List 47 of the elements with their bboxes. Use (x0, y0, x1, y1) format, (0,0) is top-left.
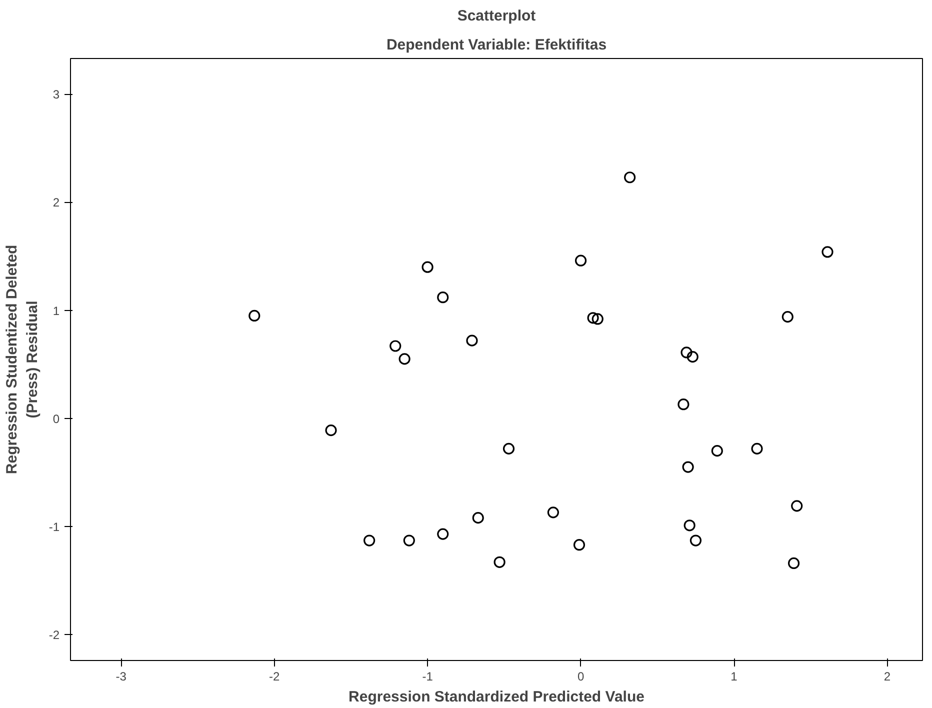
point (822, 246, 834, 258)
point (403, 534, 415, 546)
point (573, 539, 586, 551)
x-tick-label: -3 (116, 670, 127, 684)
point (390, 340, 402, 352)
x-tick-label: -1 (422, 670, 434, 684)
y-tick-label: -2 (48, 628, 60, 642)
point (682, 461, 694, 473)
point (592, 313, 604, 325)
point (711, 445, 723, 457)
chart-title: Scatterplot (457, 8, 536, 24)
point (547, 506, 559, 518)
point (437, 292, 449, 304)
point (690, 534, 702, 546)
chart-subtitle: Dependent Variable: Efektifitas (386, 36, 607, 54)
point (364, 534, 376, 546)
point (791, 500, 803, 512)
point (466, 334, 478, 346)
x-axis-title: Regression Standardized Predicted Value (348, 688, 644, 706)
y-tick-label: 0 (52, 412, 60, 426)
x-tick-label: 1 (730, 670, 738, 684)
y-tick-label: -1 (48, 520, 60, 534)
y-axis-title: Regression Studentized Deleted (Press) Residual (3, 244, 41, 474)
point (624, 172, 636, 184)
point (472, 512, 484, 524)
point (788, 557, 800, 570)
x-tick-label: 0 (577, 670, 584, 684)
point (502, 442, 515, 454)
x-tick-label: 2 (884, 670, 891, 684)
x-tick-label: -2 (268, 670, 280, 684)
point (587, 312, 599, 324)
point (686, 351, 698, 363)
point (494, 556, 506, 568)
point (751, 442, 763, 454)
point (782, 311, 794, 323)
y-tick-label: 1 (52, 304, 60, 318)
point (678, 398, 690, 410)
point (398, 353, 410, 365)
y-tick-label: 3 (52, 88, 60, 102)
point (574, 254, 587, 266)
point (437, 528, 449, 540)
point (325, 424, 337, 436)
point (680, 346, 692, 358)
point (684, 520, 696, 532)
point (422, 261, 434, 273)
point (248, 310, 260, 322)
y-tick-label: 2 (52, 196, 60, 210)
